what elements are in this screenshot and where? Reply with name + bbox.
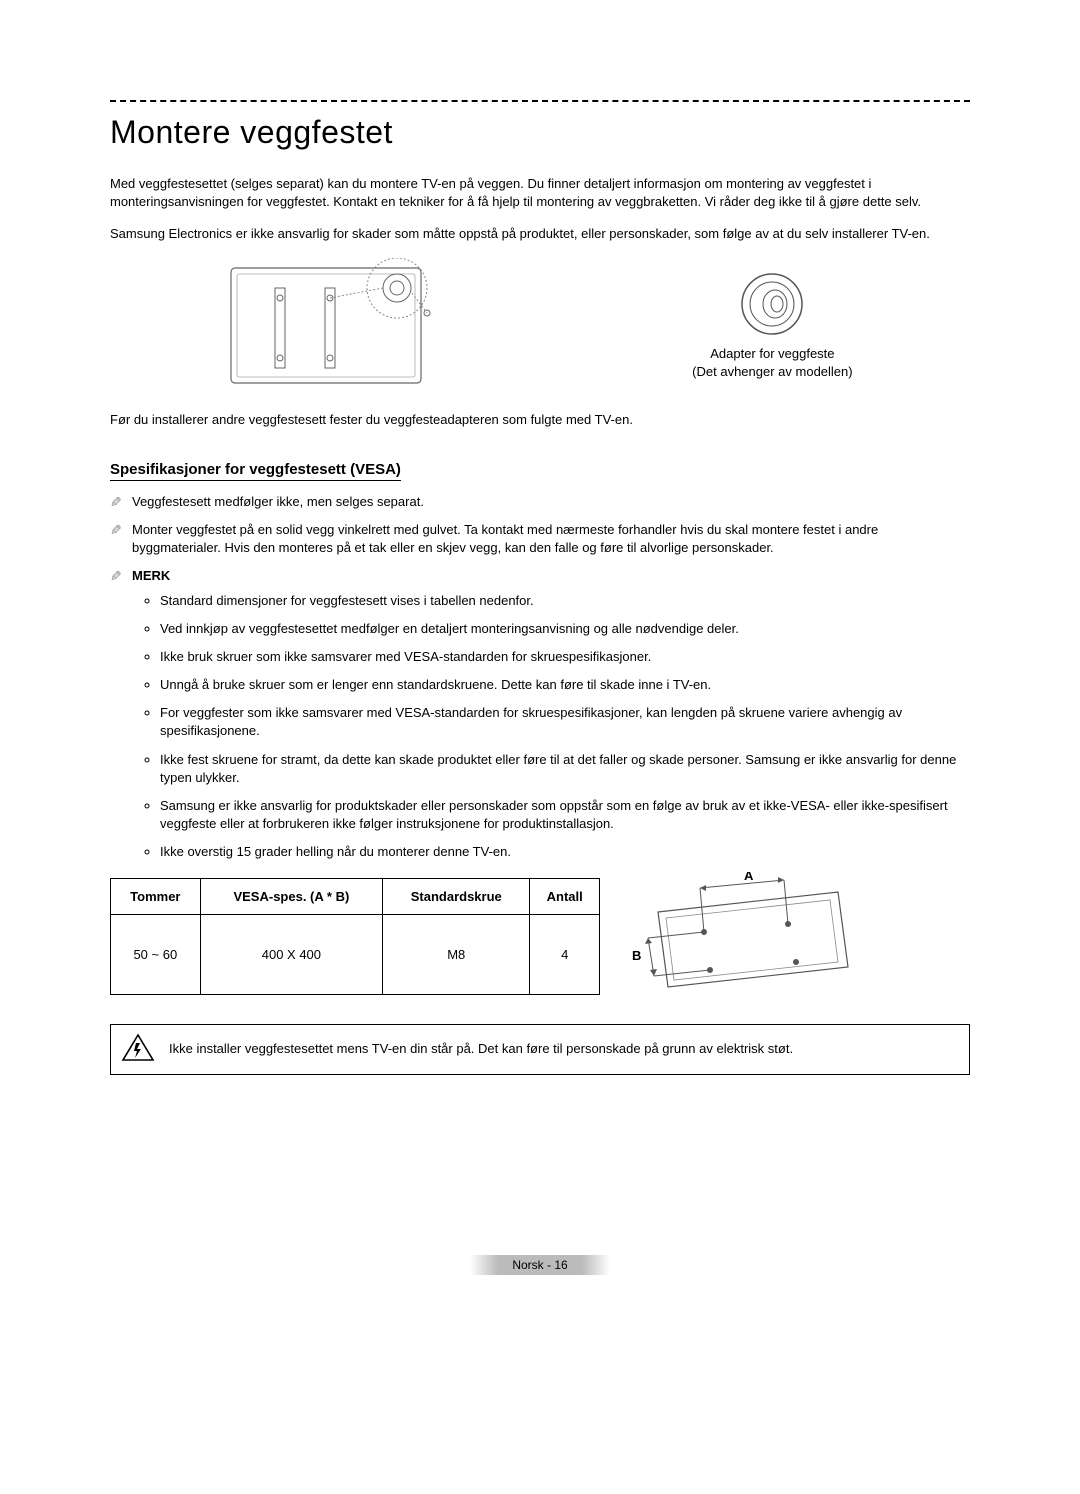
- spec-table-header: VESA-spes. (A * B): [200, 879, 382, 915]
- tv-mount-illustration: [227, 258, 457, 393]
- adapter-caption-line1: Adapter for veggfeste: [710, 346, 834, 361]
- warning-icon: [121, 1033, 155, 1066]
- merk-bullet: Ikke bruk skruer som ikke samsvarer med …: [160, 648, 970, 666]
- merk-bullet: Ikke overstig 15 grader helling når du m…: [160, 843, 970, 861]
- page-footer: Norsk - 16: [470, 1255, 610, 1275]
- note-item-1: Veggfestesett medfølger ikke, men selges…: [110, 493, 970, 511]
- spec-table-cell: 50 ~ 60: [111, 915, 201, 995]
- merk-bullet: Samsung er ikke ansvarlig for produktska…: [160, 797, 970, 833]
- page-title: Montere veggfestet: [110, 114, 970, 151]
- adapter-caption-line2: (Det avhenger av modellen): [692, 364, 852, 379]
- vesa-subheading: Spesifikasjoner for veggfestesett (VESA): [110, 461, 401, 481]
- merk-bullet: For veggfester som ikke samsvarer med VE…: [160, 704, 970, 740]
- merk-bullet: Ikke fest skruene for stramt, da dette k…: [160, 751, 970, 787]
- tv-mount-figure: [227, 258, 457, 393]
- dim-label-a: A: [744, 872, 754, 883]
- figure-row: Adapter for veggfeste (Det avhenger av m…: [110, 258, 970, 393]
- intro-paragraph-1: Med veggfestesettet (selges separat) kan…: [110, 175, 970, 211]
- spec-table-header: Standardskrue: [383, 879, 530, 915]
- warning-text: Ikke installer veggfestesettet mens TV-e…: [169, 1040, 793, 1058]
- spec-table-cell: M8: [383, 915, 530, 995]
- spec-table-cell: 400 X 400: [200, 915, 382, 995]
- merk-bullet: Standard dimensjoner for veggfestesett v…: [160, 592, 970, 610]
- spec-table-cell: 4: [530, 915, 600, 995]
- vesa-spec-table: TommerVESA-spes. (A * B)StandardskrueAnt…: [110, 878, 600, 995]
- dashed-divider: [110, 100, 970, 102]
- adapter-instruction: Før du installerer andre veggfestesett f…: [110, 411, 970, 429]
- adapter-illustration: [737, 269, 807, 339]
- warning-box: Ikke installer veggfestesettet mens TV-e…: [110, 1024, 970, 1075]
- merk-label: MERK: [132, 568, 170, 583]
- spec-table-header: Antall: [530, 879, 600, 915]
- vesa-dimension-illustration: A B: [618, 872, 868, 1002]
- merk-bullet: Unngå å bruke skruer som er lenger enn s…: [160, 676, 970, 694]
- note-item-2: Monter veggfestet på en solid vegg vinke…: [110, 521, 970, 557]
- note-item-merk: MERK Standard dimensjoner for veggfestes…: [110, 567, 970, 861]
- merk-bullet: Ved innkjøp av veggfestesettet medfølger…: [160, 620, 970, 638]
- dim-label-b: B: [632, 948, 641, 963]
- adapter-figure: Adapter for veggfeste (Det avhenger av m…: [692, 269, 852, 381]
- intro-paragraph-2: Samsung Electronics er ikke ansvarlig fo…: [110, 225, 970, 243]
- spec-table-header: Tommer: [111, 879, 201, 915]
